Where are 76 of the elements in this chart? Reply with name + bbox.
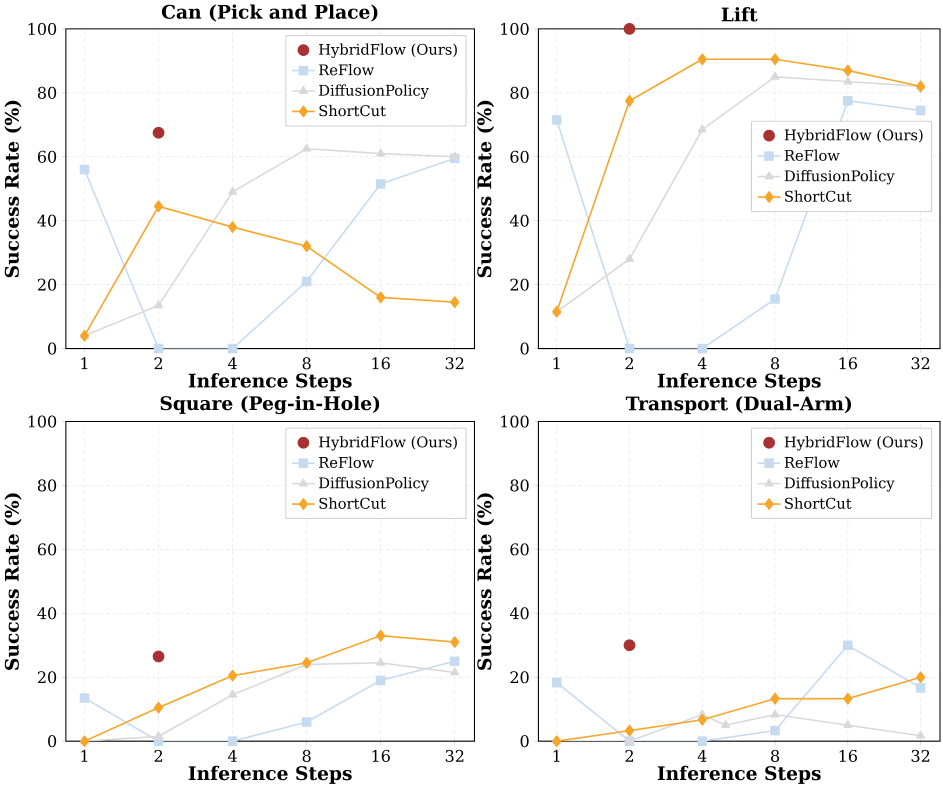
y-tick-label: 100 bbox=[501, 415, 529, 428]
chart-title: Square (Peg-in-Hole) bbox=[160, 396, 380, 414]
chart-title: Can (Pick and Place) bbox=[162, 4, 378, 22]
legend-label: ShortCut bbox=[785, 190, 852, 202]
y-tick-label: 0 bbox=[520, 342, 529, 355]
y-axis-title: Success Rate (%) bbox=[4, 493, 22, 670]
x-tick-label: 8 bbox=[302, 750, 311, 762]
x-tick-label: 32 bbox=[446, 357, 464, 370]
y-tick-label: 40 bbox=[37, 214, 56, 227]
x-tick-label: 4 bbox=[228, 357, 237, 370]
legend-label: ShortCut bbox=[785, 497, 852, 509]
y-tick-label: 80 bbox=[510, 479, 529, 492]
x-tick-label: 4 bbox=[228, 750, 237, 762]
y-tick-label: 100 bbox=[28, 22, 56, 35]
x-tick-label: 8 bbox=[302, 357, 311, 370]
y-tick-label: 0 bbox=[520, 735, 529, 748]
x-tick-label: 8 bbox=[771, 357, 780, 370]
x-tick-label: 1 bbox=[554, 357, 560, 370]
x-tick-label: 1 bbox=[554, 750, 560, 762]
y-tick-label: 60 bbox=[510, 543, 529, 556]
legend-label: ReFlow bbox=[319, 64, 374, 76]
x-tick-label: 32 bbox=[446, 750, 464, 762]
legend-label: ReFlow bbox=[784, 149, 840, 161]
x-tick-label: 32 bbox=[912, 357, 930, 370]
x-tick-label: 1 bbox=[81, 357, 88, 370]
y-tick-label: 100 bbox=[501, 22, 529, 35]
y-tick-label: 80 bbox=[510, 86, 529, 99]
y-tick-label: 20 bbox=[38, 278, 56, 291]
x-tick-label: 2 bbox=[625, 750, 634, 762]
legend-label: HybridFlow (Ours) bbox=[319, 43, 457, 58]
legend-label: DiffusionPolicy bbox=[319, 84, 429, 99]
y-tick-label: 80 bbox=[38, 479, 56, 492]
chart-title: Lift bbox=[722, 7, 758, 22]
x-axis-title: Inference Steps bbox=[188, 373, 352, 392]
x-tick-label: 4 bbox=[698, 750, 707, 762]
legend-label: ReFlow bbox=[319, 456, 374, 468]
x-tick-label: 32 bbox=[912, 750, 930, 762]
y-tick-label: 40 bbox=[510, 607, 529, 620]
y-tick-label: 40 bbox=[510, 214, 529, 227]
x-tick-label: 16 bbox=[840, 357, 857, 370]
legend-label: DiffusionPolicy bbox=[784, 170, 895, 184]
y-tick-label: 100 bbox=[28, 415, 56, 428]
y-tick-label: 80 bbox=[38, 86, 56, 99]
y-tick-label: 60 bbox=[510, 150, 529, 163]
y-axis-title: Success Rate (%) bbox=[476, 493, 494, 670]
x-tick-label: 2 bbox=[154, 750, 162, 762]
legend-label: HybridFlow (Ours) bbox=[784, 129, 923, 144]
y-axis-title: Success Rate (%) bbox=[4, 100, 22, 278]
y-tick-label: 0 bbox=[48, 735, 56, 748]
x-tick-label: 4 bbox=[698, 357, 707, 370]
y-tick-label: 40 bbox=[37, 607, 56, 620]
legend-label: DiffusionPolicy bbox=[319, 476, 429, 492]
y-tick-label: 60 bbox=[38, 150, 56, 163]
y-tick-label: 20 bbox=[38, 671, 56, 684]
y-tick-label: 0 bbox=[48, 342, 56, 355]
legend-label: HybridFlow (Ours) bbox=[784, 436, 923, 450]
legend-label: HybridFlow (Ours) bbox=[319, 436, 457, 450]
x-tick-label: 16 bbox=[372, 750, 390, 762]
x-tick-label: 1 bbox=[81, 750, 88, 762]
y-tick-label: 60 bbox=[38, 543, 56, 556]
y-axis-title: Success Rate (%) bbox=[476, 100, 494, 278]
legend-label: ReFlow bbox=[784, 456, 840, 468]
x-tick-label: 16 bbox=[840, 750, 857, 762]
x-tick-label: 8 bbox=[771, 750, 780, 762]
chart-title: Transport (Dual-Arm) bbox=[626, 396, 852, 414]
legend-label: ShortCut bbox=[319, 497, 386, 509]
x-tick-label: 16 bbox=[372, 357, 390, 370]
legend-label: ShortCut bbox=[319, 104, 386, 116]
x-axis-title: Inference Steps bbox=[188, 766, 352, 784]
x-tick-label: 2 bbox=[625, 357, 634, 370]
y-tick-label: 20 bbox=[510, 671, 529, 684]
legend-label: DiffusionPolicy bbox=[784, 476, 895, 492]
y-tick-label: 20 bbox=[510, 278, 529, 291]
x-axis-title: Inference Steps bbox=[658, 373, 821, 392]
x-axis-title: Inference Steps bbox=[658, 766, 821, 784]
x-tick-label: 2 bbox=[154, 357, 162, 370]
